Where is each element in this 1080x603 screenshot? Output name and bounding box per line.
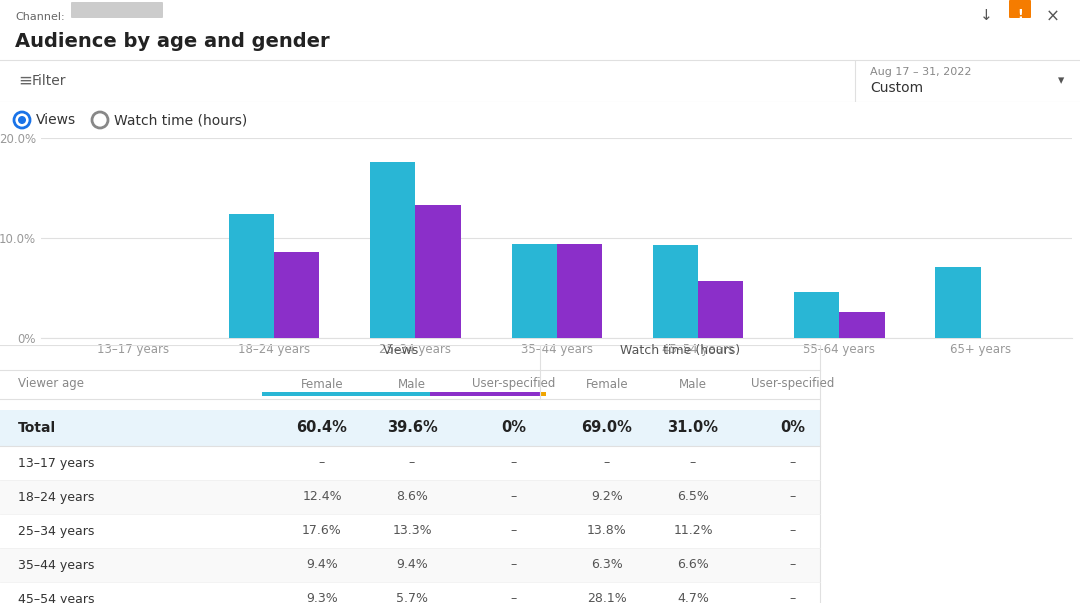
Text: Aug 17 – 31, 2022: Aug 17 – 31, 2022 xyxy=(870,67,972,77)
Bar xyxy=(416,205,461,338)
Text: 5.7%: 5.7% xyxy=(396,593,428,603)
Bar xyxy=(557,244,602,338)
Bar xyxy=(262,392,430,396)
Text: !: ! xyxy=(1017,8,1023,21)
Text: 31.0%: 31.0% xyxy=(667,420,718,435)
Text: 28.1%: 28.1% xyxy=(588,593,626,603)
Text: 9.3%: 9.3% xyxy=(306,593,338,603)
Text: 9.4%: 9.4% xyxy=(396,558,428,572)
Text: Custom: Custom xyxy=(870,81,923,95)
Text: Views: Views xyxy=(36,113,76,127)
Bar xyxy=(430,392,540,396)
Text: 9.4%: 9.4% xyxy=(306,558,338,572)
Text: 4.7%: 4.7% xyxy=(677,593,708,603)
Text: –: – xyxy=(789,525,796,537)
Text: Female: Female xyxy=(300,377,343,391)
Text: Filter: Filter xyxy=(32,74,67,88)
Text: –: – xyxy=(789,593,796,603)
Text: –: – xyxy=(511,558,517,572)
Text: Channel:: Channel: xyxy=(15,12,65,22)
Text: 6.5%: 6.5% xyxy=(677,490,708,504)
Text: –: – xyxy=(789,558,796,572)
FancyBboxPatch shape xyxy=(1009,0,1031,18)
Text: –: – xyxy=(511,593,517,603)
Bar xyxy=(0,446,820,480)
Text: Watch time (hours): Watch time (hours) xyxy=(114,113,247,127)
Text: User-specified: User-specified xyxy=(472,377,556,391)
Text: 6.3%: 6.3% xyxy=(591,558,623,572)
Text: 13–17 years: 13–17 years xyxy=(18,456,94,470)
Text: 39.6%: 39.6% xyxy=(387,420,437,435)
Text: ≡: ≡ xyxy=(18,72,32,90)
Bar xyxy=(0,582,820,603)
Text: –: – xyxy=(511,490,517,504)
Text: –: – xyxy=(511,525,517,537)
Text: 60.4%: 60.4% xyxy=(297,420,348,435)
Bar xyxy=(652,245,698,338)
Text: –: – xyxy=(409,456,415,470)
Text: ↓: ↓ xyxy=(980,8,993,23)
Text: Viewer age: Viewer age xyxy=(18,377,84,391)
Bar xyxy=(0,410,820,446)
Text: 6.6%: 6.6% xyxy=(677,558,708,572)
Bar xyxy=(540,392,545,396)
Bar xyxy=(698,281,743,338)
Text: 13.8%: 13.8% xyxy=(588,525,626,537)
Text: Watch time (hours): Watch time (hours) xyxy=(620,344,740,357)
Text: –: – xyxy=(789,456,796,470)
Bar xyxy=(512,244,557,338)
Circle shape xyxy=(18,116,26,124)
Bar xyxy=(370,162,416,338)
Text: Male: Male xyxy=(679,377,707,391)
Text: ▾: ▾ xyxy=(1058,75,1064,87)
Text: –: – xyxy=(604,456,610,470)
Bar xyxy=(935,267,981,338)
Text: 0%: 0% xyxy=(781,420,806,435)
Text: 13.3%: 13.3% xyxy=(392,525,432,537)
Text: 11.2%: 11.2% xyxy=(673,525,713,537)
Text: –: – xyxy=(789,490,796,504)
Text: 69.0%: 69.0% xyxy=(581,420,633,435)
FancyBboxPatch shape xyxy=(71,2,163,18)
Text: Total: Total xyxy=(18,421,56,435)
Bar xyxy=(229,214,274,338)
Bar xyxy=(839,312,885,338)
Text: Male: Male xyxy=(399,377,426,391)
Text: –: – xyxy=(319,456,325,470)
Text: Female: Female xyxy=(585,377,629,391)
Bar xyxy=(0,514,820,548)
Text: Views: Views xyxy=(383,344,419,357)
Text: 9.2%: 9.2% xyxy=(591,490,623,504)
Text: 45–54 years: 45–54 years xyxy=(18,593,95,603)
Text: 35–44 years: 35–44 years xyxy=(18,558,94,572)
Text: –: – xyxy=(511,456,517,470)
Bar xyxy=(0,548,820,582)
Text: 17.6%: 17.6% xyxy=(302,525,342,537)
Text: User-specified: User-specified xyxy=(752,377,835,391)
Bar xyxy=(794,292,839,338)
Text: 18–24 years: 18–24 years xyxy=(18,490,94,504)
Text: –: – xyxy=(690,456,697,470)
Text: 8.6%: 8.6% xyxy=(396,490,428,504)
Text: 25–34 years: 25–34 years xyxy=(18,525,94,537)
Text: 0%: 0% xyxy=(501,420,527,435)
Text: Audience by age and gender: Audience by age and gender xyxy=(15,32,329,51)
Bar xyxy=(0,480,820,514)
Text: 12.4%: 12.4% xyxy=(302,490,341,504)
Text: ×: × xyxy=(1047,8,1059,26)
Bar xyxy=(274,252,320,338)
